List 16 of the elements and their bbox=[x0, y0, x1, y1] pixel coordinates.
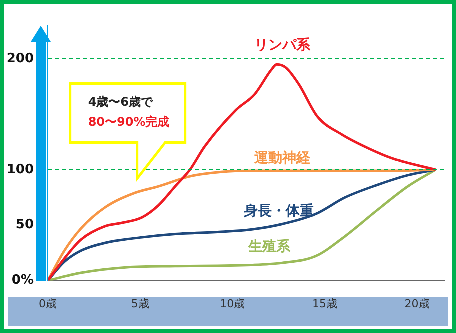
series-label: 運動神経 bbox=[254, 149, 312, 166]
series-label: リンパ系 bbox=[254, 37, 312, 54]
y-tick-label: 200 bbox=[6, 51, 34, 66]
x-tick-label: 0歳 bbox=[39, 297, 57, 310]
annotation: 4歳〜6歳で bbox=[88, 94, 154, 109]
x-tick-label: 15歳 bbox=[312, 297, 338, 310]
x-tick-label: 5歳 bbox=[131, 297, 150, 310]
line-series bbox=[48, 63, 438, 281]
y-tick-label: 100 bbox=[6, 162, 34, 178]
x-tick-label: 20歳 bbox=[404, 297, 430, 310]
series-label: 生殖系 bbox=[248, 239, 292, 256]
y-tick-label: 50 bbox=[16, 218, 34, 233]
line-series bbox=[48, 168, 438, 281]
x-tick-label: 10歳 bbox=[220, 297, 246, 310]
annotation: 80〜90%完成 bbox=[88, 114, 170, 129]
y-tick-label: 0% bbox=[12, 273, 34, 288]
